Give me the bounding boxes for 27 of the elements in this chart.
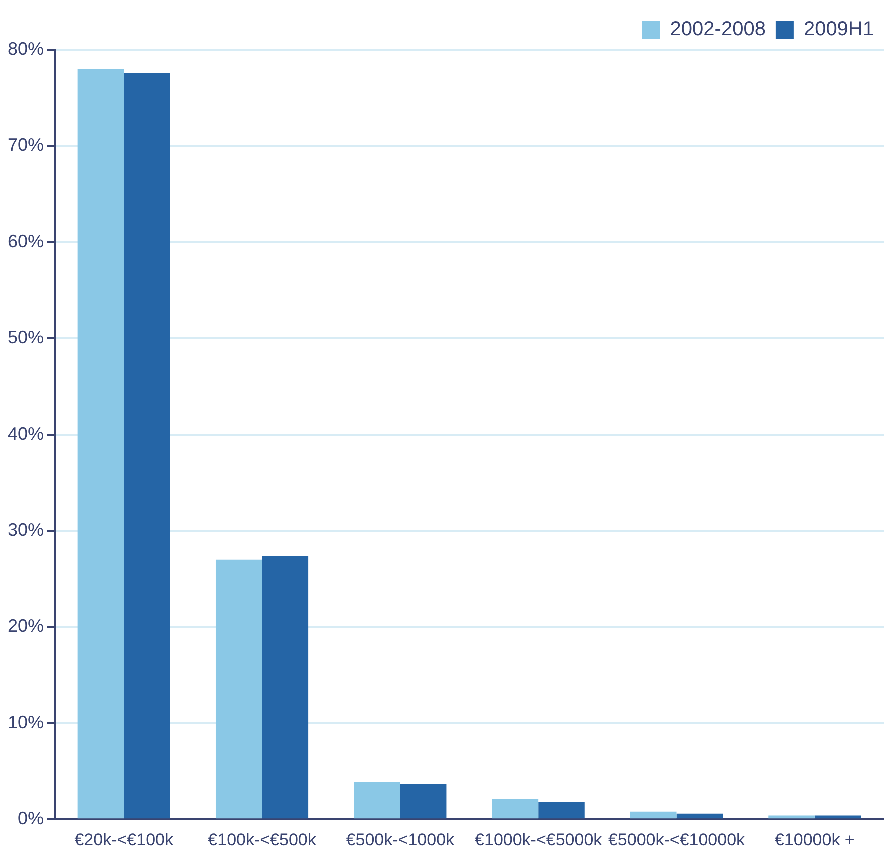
- bar: [124, 73, 170, 819]
- x-tick-label: €1000k-<€5000k: [475, 830, 603, 850]
- y-tick-label: 20%: [8, 616, 44, 636]
- bar: [400, 784, 447, 819]
- legend-label: 2002-2008: [670, 18, 766, 41]
- y-tick-label: 80%: [8, 38, 44, 59]
- y-tick-label: 0%: [18, 808, 44, 829]
- bar: [538, 802, 585, 819]
- x-tick-label: €10000k +: [774, 830, 855, 850]
- x-tick-label: €500k-<1000k: [346, 830, 456, 850]
- bar: [630, 812, 677, 819]
- y-tick-label: 50%: [8, 328, 44, 348]
- bar: [676, 814, 724, 819]
- x-tick-label: €5000k-<€10000k: [608, 830, 746, 850]
- y-tick-label: 60%: [8, 231, 44, 252]
- x-tick-label: €20k-<€100k: [74, 830, 174, 850]
- bar: [262, 556, 309, 819]
- y-tick-label: 40%: [8, 424, 44, 444]
- bar: [78, 69, 124, 819]
- y-tick-label: 70%: [8, 135, 44, 156]
- bar: [216, 560, 262, 819]
- x-tick-label: €100k-<€500k: [208, 830, 317, 850]
- bar: [492, 799, 539, 819]
- y-tick-label: 10%: [8, 712, 44, 732]
- y-tick-label: 30%: [8, 520, 44, 540]
- bar: [354, 782, 400, 819]
- legend-label: 2009H1: [804, 18, 874, 41]
